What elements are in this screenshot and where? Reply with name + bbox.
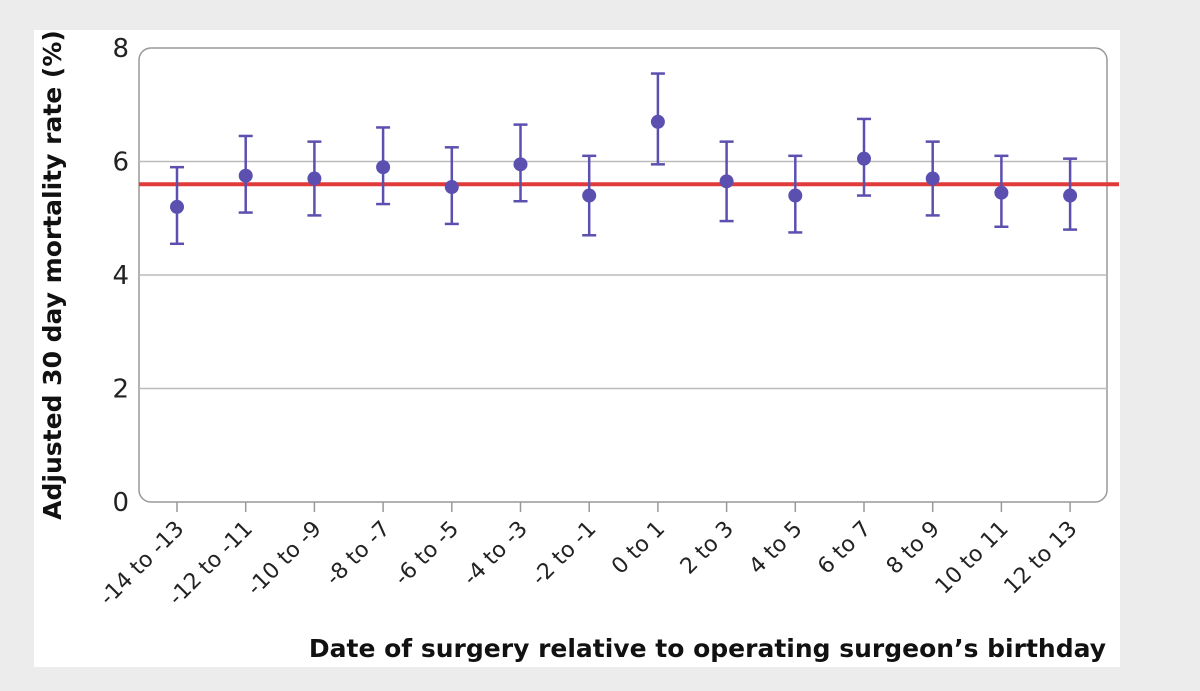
data-point-group [376, 126, 391, 206]
x-tick-label: 0 to 1 [607, 517, 670, 580]
x-tick-label: -6 to -5 [390, 517, 464, 591]
data-point [376, 160, 391, 175]
x-tick-label: 8 to 9 [882, 517, 945, 580]
data-point [719, 174, 734, 189]
data-point [238, 168, 253, 183]
data-point-group [444, 146, 459, 226]
y-tick-label: 2 [112, 375, 129, 405]
data-point-group [513, 123, 528, 203]
x-tick-label: 6 to 7 [813, 517, 876, 580]
data-point-group [582, 154, 597, 237]
y-axis-title: Adjusted 30 day mortality rate (%) [38, 30, 67, 520]
data-point-group [170, 165, 184, 246]
data-point [1063, 188, 1078, 203]
data-point [170, 199, 184, 214]
data-point-group [307, 140, 322, 217]
data-point [307, 171, 322, 186]
x-tick-label: -2 to -1 [527, 517, 601, 591]
x-axis-title: Date of surgery relative to operating su… [309, 634, 1106, 663]
data-point [788, 188, 803, 203]
figure-panel: 0 2 4 6 8 -14 to -13 -12 to -11 -10 to -9 -8 to… [34, 30, 1120, 667]
data-point [925, 171, 940, 186]
x-tick-label: 2 to 3 [676, 517, 739, 580]
data-point-group [857, 117, 871, 197]
data-point-group [788, 154, 803, 234]
y-tick-label: 4 [112, 261, 129, 291]
data-point [513, 157, 528, 172]
x-tick-label: -4 to -3 [459, 517, 533, 591]
data-point [994, 185, 1009, 200]
data-point [582, 188, 597, 203]
data-point-group [994, 154, 1009, 229]
data-point-group [238, 134, 253, 214]
data-points [170, 72, 1078, 246]
data-point-group [719, 140, 734, 223]
x-tick-label: -10 to -9 [243, 517, 327, 601]
y-tick-label: 0 [112, 488, 129, 518]
data-point-group [1063, 157, 1078, 231]
data-point [857, 151, 871, 166]
x-tick-label: 12 to 13 [1000, 517, 1083, 600]
x-tick-labels: -14 to -13-12 to -11-10 to -9-8 to -7-6 … [95, 502, 1082, 611]
data-point-group [925, 140, 940, 217]
y-tick-labels: 0 2 4 6 8 [112, 34, 129, 518]
y-tick-label: 8 [112, 34, 129, 64]
y-tick-label: 6 [112, 148, 129, 178]
data-point-group [650, 72, 665, 166]
x-tick-label: -8 to -7 [321, 517, 395, 591]
x-tick-label: 10 to 11 [931, 517, 1014, 600]
data-point [650, 114, 665, 129]
x-tick-label: 4 to 5 [745, 517, 808, 580]
mortality-chart: 0 2 4 6 8 -14 to -13-12 to -11-10 to -9-8 to… [38, 30, 1119, 663]
data-point [444, 180, 459, 195]
gridlines [139, 160, 1107, 390]
